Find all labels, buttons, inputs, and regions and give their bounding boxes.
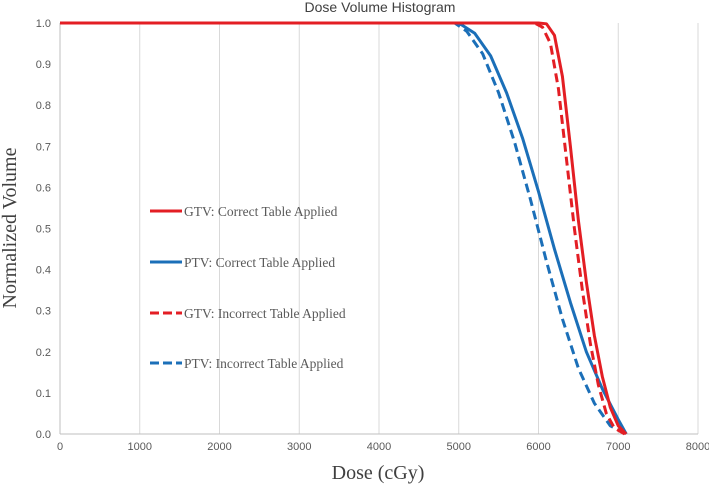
legend-label-0: GTV: Correct Table Applied (184, 204, 338, 219)
tick-labels: 0 1000 2000 3000 4000 5000 6000 7000 8000 0.0 0.1 0… (36, 18, 709, 453)
y-tick-label: 0.0 (36, 429, 51, 441)
y-tick-label: 0.8 (36, 100, 51, 112)
axes (59, 23, 698, 435)
x-tick-label: 5000 (447, 441, 471, 453)
x-tick-label: 1000 (128, 441, 152, 453)
y-tick-label: 0.2 (36, 347, 51, 359)
y-axis-label: Normalized Volume (0, 147, 21, 308)
series-line-1 (60, 21, 628, 435)
x-tick-label: 2000 (207, 441, 231, 453)
y-tick-label: 0.7 (36, 141, 51, 153)
y-tick-label: 0.6 (36, 182, 51, 194)
x-tick-label: 4000 (367, 441, 391, 453)
chart-title: Dose Volume Histogram (305, 0, 456, 15)
series (60, 21, 628, 436)
legend: GTV: Correct Table Applied PTV: Correct T… (150, 204, 346, 371)
y-tick-label: 1.0 (36, 18, 51, 30)
x-tick-label: 6000 (526, 441, 550, 453)
x-tick-label: 0 (57, 441, 63, 453)
x-axis-label: Dose (cGy) (332, 462, 425, 484)
y-tick-label: 0.9 (36, 59, 51, 71)
x-tick-label: 3000 (287, 441, 311, 453)
series-line-2 (60, 21, 626, 436)
y-tick-label: 0.5 (36, 224, 51, 236)
legend-label-1: PTV: Correct Table Applied (184, 255, 335, 270)
y-tick-label: 0.1 (36, 388, 51, 400)
grid (139, 23, 699, 434)
legend-label-3: PTV: Incorrect Table Applied (184, 356, 344, 371)
x-tick-label: 7000 (606, 441, 630, 453)
y-tick-label: 0.4 (36, 265, 51, 277)
legend-label-2: GTV: Incorrect Table Applied (184, 306, 346, 321)
series-line-0 (60, 21, 628, 436)
x-tick-label: 8000 (686, 441, 709, 453)
series-line-3 (60, 21, 627, 436)
y-tick-label: 0.3 (36, 306, 51, 318)
